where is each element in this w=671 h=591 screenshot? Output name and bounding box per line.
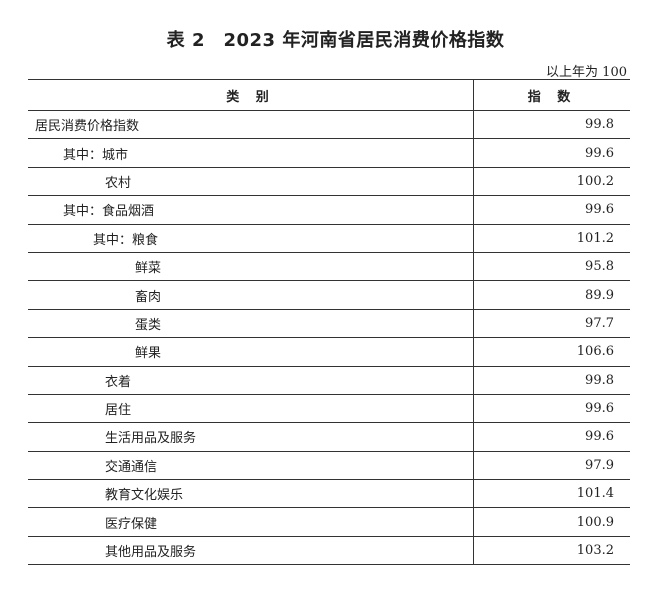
table-row: 鲜菜 95.8	[28, 252, 630, 282]
row-category: 医疗保健	[28, 507, 474, 537]
table-row: 畜肉 89.9	[28, 280, 630, 310]
row-value: 103.2	[473, 536, 630, 566]
table-title: 表 2 2023 年河南省居民消费价格指数	[166, 30, 505, 51]
row-value: 101.4	[473, 479, 630, 509]
row-category: 鲜菜	[28, 252, 474, 282]
row-category: 农村	[28, 167, 474, 197]
header-category: 类 别	[28, 79, 474, 111]
header-index: 指 数	[473, 79, 630, 111]
row-category: 生活用品及服务	[28, 422, 474, 452]
table-header-row: 类 别 指 数	[28, 79, 630, 111]
row-category: 其中：粮食	[28, 224, 474, 253]
row-value: 99.6	[473, 195, 630, 225]
table-row: 衣着 99.8	[28, 366, 630, 395]
row-category: 衣着	[28, 366, 474, 395]
table-row: 交通通信 97.9	[28, 451, 630, 481]
row-value: 100.9	[473, 507, 630, 537]
table-row: 其他用品及服务 103.2	[28, 536, 630, 566]
row-value: 89.9	[473, 280, 630, 310]
table-row: 其中：食品烟酒 99.6	[28, 195, 630, 225]
row-category: 畜肉	[28, 280, 474, 310]
table-row: 蛋类 97.7	[28, 309, 630, 339]
table-row: 医疗保健 100.9	[28, 507, 630, 537]
table-row: 教育文化娱乐 101.4	[28, 479, 630, 509]
row-value: 99.8	[473, 366, 630, 395]
row-category: 交通通信	[28, 451, 474, 481]
row-category: 居住	[28, 394, 474, 424]
row-category: 教育文化娱乐	[28, 479, 474, 509]
table-row: 其中：城市 99.6	[28, 138, 630, 168]
row-category: 其他用品及服务	[28, 536, 474, 566]
row-category: 蛋类	[28, 309, 474, 339]
row-category: 居民消费价格指数	[28, 110, 474, 140]
unit-note: 以上年为 100	[546, 65, 627, 80]
table-row: 居住 99.6	[28, 394, 630, 424]
row-value: 95.8	[473, 252, 630, 282]
table-row: 生活用品及服务 99.6	[28, 422, 630, 452]
table-row: 居民消费价格指数 99.8	[28, 110, 630, 140]
row-value: 97.9	[473, 451, 630, 481]
row-category: 其中：城市	[28, 138, 474, 168]
row-value: 101.2	[473, 224, 630, 253]
row-category: 鲜果	[28, 337, 474, 367]
row-category: 其中：食品烟酒	[28, 195, 474, 225]
row-value: 97.7	[473, 309, 630, 339]
table-row: 鲜果 106.6	[28, 337, 630, 367]
row-value: 99.6	[473, 394, 630, 424]
table-row: 其中：粮食 101.2	[28, 224, 630, 253]
row-value: 99.6	[473, 422, 630, 452]
row-value: 100.2	[473, 167, 630, 197]
cpi-table: 类 别 指 数 居民消费价格指数 99.8 其中：城市 99.6 农村 100.2 其中：食…	[28, 79, 630, 566]
row-value: 106.6	[473, 337, 630, 367]
row-value: 99.8	[473, 110, 630, 140]
row-value: 99.6	[473, 138, 630, 168]
table-row: 农村 100.2	[28, 167, 630, 197]
